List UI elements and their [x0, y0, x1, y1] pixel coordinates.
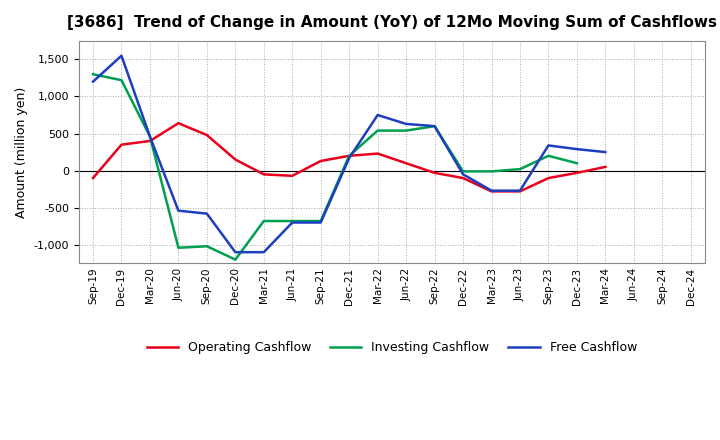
Free Cashflow	[145, 134, 154, 139]
Free Cashflow	[459, 172, 467, 177]
Free Cashflow	[601, 150, 610, 155]
Free Cashflow	[202, 211, 211, 216]
Operating Cashflow	[402, 161, 410, 166]
Free Cashflow	[89, 79, 97, 84]
Investing Cashflow	[202, 244, 211, 249]
Operating Cashflow	[431, 170, 439, 176]
Free Cashflow	[174, 208, 183, 213]
Operating Cashflow	[174, 121, 183, 126]
Free Cashflow	[544, 143, 553, 148]
Investing Cashflow	[288, 218, 297, 224]
Operating Cashflow	[345, 153, 354, 158]
Investing Cashflow	[316, 218, 325, 224]
Line: Operating Cashflow: Operating Cashflow	[93, 123, 606, 191]
Investing Cashflow	[231, 257, 240, 262]
Operating Cashflow	[516, 189, 524, 194]
Investing Cashflow	[544, 153, 553, 158]
Investing Cashflow	[459, 169, 467, 174]
Free Cashflow	[402, 121, 410, 127]
Investing Cashflow	[487, 169, 496, 174]
Free Cashflow	[487, 188, 496, 193]
Operating Cashflow	[145, 138, 154, 143]
Operating Cashflow	[374, 151, 382, 156]
Free Cashflow	[288, 220, 297, 225]
Operating Cashflow	[316, 158, 325, 164]
Investing Cashflow	[117, 77, 126, 83]
Operating Cashflow	[288, 173, 297, 179]
Investing Cashflow	[89, 72, 97, 77]
Operating Cashflow	[259, 172, 268, 177]
Operating Cashflow	[459, 176, 467, 181]
Operating Cashflow	[487, 189, 496, 194]
Free Cashflow	[231, 249, 240, 255]
Investing Cashflow	[174, 245, 183, 250]
Title: [3686]  Trend of Change in Amount (YoY) of 12Mo Moving Sum of Cashflows: [3686] Trend of Change in Amount (YoY) o…	[67, 15, 717, 30]
Investing Cashflow	[345, 153, 354, 158]
Free Cashflow	[431, 124, 439, 129]
Operating Cashflow	[89, 176, 97, 181]
Investing Cashflow	[572, 161, 581, 166]
Line: Investing Cashflow: Investing Cashflow	[93, 74, 577, 260]
Free Cashflow	[259, 249, 268, 255]
Investing Cashflow	[516, 166, 524, 172]
Free Cashflow	[316, 220, 325, 225]
Operating Cashflow	[601, 164, 610, 169]
Operating Cashflow	[202, 132, 211, 138]
Free Cashflow	[117, 53, 126, 59]
Investing Cashflow	[431, 124, 439, 129]
Operating Cashflow	[231, 157, 240, 162]
Free Cashflow	[516, 188, 524, 193]
Investing Cashflow	[145, 134, 154, 139]
Legend: Operating Cashflow, Investing Cashflow, Free Cashflow: Operating Cashflow, Investing Cashflow, …	[142, 336, 642, 359]
Line: Free Cashflow: Free Cashflow	[93, 56, 606, 252]
Free Cashflow	[345, 155, 354, 161]
Free Cashflow	[572, 147, 581, 152]
Y-axis label: Amount (million yen): Amount (million yen)	[15, 87, 28, 218]
Operating Cashflow	[544, 176, 553, 181]
Operating Cashflow	[572, 170, 581, 176]
Investing Cashflow	[374, 128, 382, 133]
Operating Cashflow	[117, 142, 126, 147]
Free Cashflow	[374, 112, 382, 117]
Investing Cashflow	[402, 128, 410, 133]
Investing Cashflow	[259, 218, 268, 224]
